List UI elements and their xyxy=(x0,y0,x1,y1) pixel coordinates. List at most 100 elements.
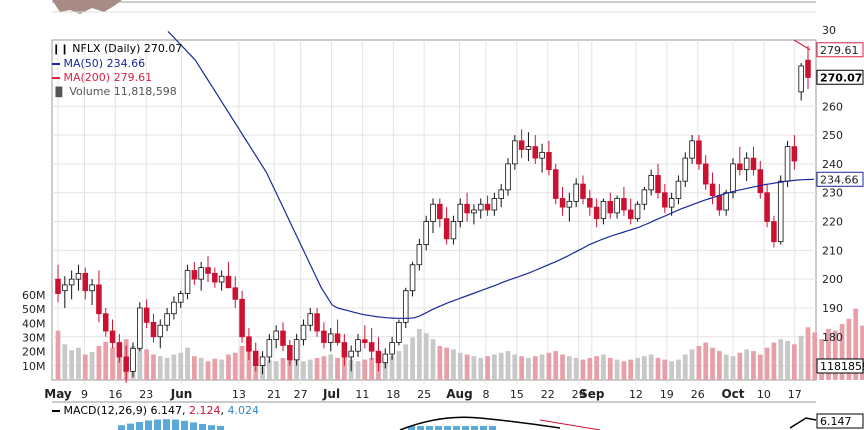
ma200-swatch-icon xyxy=(52,77,60,79)
volume-bar xyxy=(662,359,668,380)
volume-bar xyxy=(832,330,838,380)
candle-body xyxy=(641,189,648,205)
candle-body xyxy=(518,140,525,150)
candle-body xyxy=(675,180,682,199)
candle-body xyxy=(55,278,61,294)
candle-body xyxy=(696,140,702,165)
ma200-line xyxy=(793,39,811,51)
volume-bar xyxy=(157,356,163,380)
volume-tick-label: 60M xyxy=(22,289,46,302)
volume-bar xyxy=(791,344,797,380)
volume-bar xyxy=(778,339,784,380)
macd-hist-bar xyxy=(462,426,469,430)
candle-body xyxy=(600,200,607,220)
candle-body xyxy=(798,65,804,93)
volume-bar xyxy=(682,354,688,380)
candle-body xyxy=(566,200,573,208)
volume-bar xyxy=(764,347,770,380)
volume-bar xyxy=(164,357,170,380)
candle-body xyxy=(362,339,368,343)
date-tick-label: 16 xyxy=(108,388,122,401)
candle-body xyxy=(648,175,654,191)
candle-body xyxy=(743,157,750,171)
volume-bar xyxy=(853,308,859,380)
candle-body xyxy=(266,339,273,358)
volume-bar xyxy=(703,342,709,380)
macd-hist-bar xyxy=(217,426,224,430)
volume-bar xyxy=(757,354,763,380)
date-tick-label: 22 xyxy=(541,388,555,401)
macd-hist-bar xyxy=(208,425,215,430)
candle-body xyxy=(764,192,770,222)
macd-hist-bar xyxy=(190,422,197,430)
volume-bar xyxy=(785,340,790,380)
top-panel-tick-label: 30 xyxy=(822,24,836,37)
candle-body xyxy=(477,203,484,211)
macd-hist-bar xyxy=(199,424,206,430)
volume-bar xyxy=(771,342,777,380)
macd-value: 6.147 xyxy=(150,404,183,417)
candle-body xyxy=(471,209,477,214)
date-tick-label: 15 xyxy=(510,388,524,401)
volume-bar xyxy=(82,354,88,380)
candle-body xyxy=(430,203,436,222)
volume-bar xyxy=(532,356,538,380)
volume-bar xyxy=(846,318,852,380)
date-tick-label: 23 xyxy=(139,388,153,401)
volume-tick-label: 20M xyxy=(22,346,46,359)
volume-bar xyxy=(382,357,388,380)
volume-bar xyxy=(273,361,279,380)
candle-body xyxy=(116,342,123,358)
legend-ma50: MA(50) 234.66 xyxy=(52,57,182,71)
volume-bar xyxy=(812,332,818,380)
candle-body xyxy=(327,333,334,343)
volume-bar xyxy=(369,357,375,380)
legend-last-price: 270.07 xyxy=(143,42,183,55)
price-tick-label: 230 xyxy=(822,187,843,200)
candle-body xyxy=(450,221,457,240)
candle-body xyxy=(484,203,491,211)
volume-bar xyxy=(451,349,456,380)
candle-body xyxy=(287,345,293,361)
price-tick-label: 240 xyxy=(822,158,843,171)
volume-bar xyxy=(539,354,545,380)
volume-bar xyxy=(601,354,606,380)
volume-bar xyxy=(328,354,334,380)
volume-bar xyxy=(614,359,620,380)
candle-body xyxy=(375,350,382,364)
date-tick-label: 9 xyxy=(81,388,88,401)
ma50-line xyxy=(167,30,815,319)
volume-bar xyxy=(437,346,443,380)
ma200-tag-box xyxy=(816,42,864,58)
volume-bar xyxy=(607,357,613,380)
candle-body xyxy=(573,183,579,202)
candle-body xyxy=(191,270,198,280)
candle-body xyxy=(402,290,409,323)
volume-bar xyxy=(321,356,327,380)
candle-body xyxy=(614,198,620,214)
candle-body xyxy=(750,157,757,171)
candle-body xyxy=(771,221,777,243)
top-indicator-panel: 30 xyxy=(52,0,836,37)
volume-tick-label: 10M xyxy=(22,360,46,373)
candle-body xyxy=(784,146,791,182)
candle-body xyxy=(416,244,423,266)
ma50-tag-box xyxy=(816,171,864,187)
volume-bar xyxy=(430,339,436,380)
candle-body xyxy=(505,163,511,191)
macd-tag: 6.147 xyxy=(820,415,852,428)
date-tick-label: Jun xyxy=(170,387,193,401)
legend-ma200: MA(200) 279.61 xyxy=(52,71,182,85)
legend-volume-value: 11,818,598 xyxy=(113,85,177,98)
volume-bar xyxy=(457,352,463,380)
candle-body xyxy=(716,195,723,211)
candle-body xyxy=(409,264,416,292)
candle-body xyxy=(82,272,89,292)
macd-hist-bar xyxy=(181,420,188,430)
candle-body xyxy=(805,59,811,78)
candle-body xyxy=(96,284,102,315)
candle-body xyxy=(709,183,716,196)
ma200-tag: 279.61 xyxy=(820,44,859,57)
candle-body xyxy=(777,180,784,243)
